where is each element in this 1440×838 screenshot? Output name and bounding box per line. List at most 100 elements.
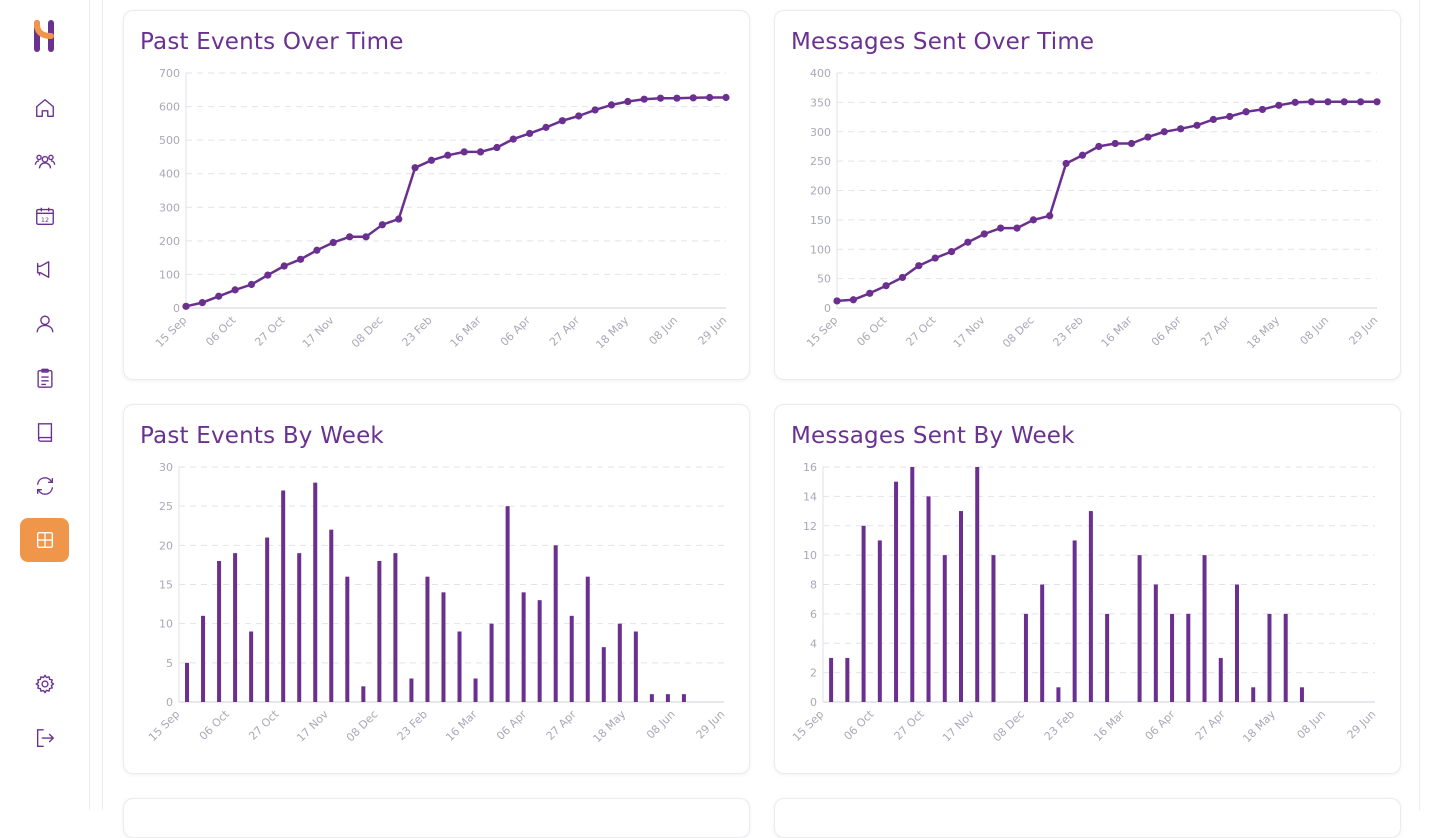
y-tick-label: 0 xyxy=(166,696,173,709)
x-tick-label: 08 Dec xyxy=(349,314,386,351)
data-point xyxy=(509,135,517,143)
x-tick-label: 06 Oct xyxy=(197,707,232,742)
x-tick-label: 08 Jun xyxy=(644,708,678,742)
bar xyxy=(665,694,670,702)
data-point xyxy=(1046,212,1054,220)
y-tick-label: 350 xyxy=(810,96,831,109)
data-point xyxy=(1373,98,1381,106)
x-tick-label: 29 Jun xyxy=(696,314,730,348)
data-point xyxy=(591,106,599,114)
x-tick-label: 23 Feb xyxy=(399,314,434,349)
sidebar-item-home[interactable] xyxy=(20,86,69,130)
bar xyxy=(313,482,318,702)
card-title: Past Events By Week xyxy=(140,423,384,449)
sidebar-item-sync[interactable] xyxy=(20,464,69,508)
data-point xyxy=(575,112,583,120)
data-point xyxy=(558,117,566,125)
x-tick-label: 06 Oct xyxy=(203,313,238,348)
data-point xyxy=(1029,216,1037,224)
bar xyxy=(297,553,302,702)
x-tick-label: 23 Feb xyxy=(1050,314,1085,349)
messages-sent-over-time-card: Messages Sent Over Time 0 50 100 150 200 250 3… xyxy=(774,10,1401,380)
sidebar-item-campaigns[interactable] xyxy=(20,248,69,292)
data-point xyxy=(1193,121,1201,129)
data-point xyxy=(231,286,239,294)
x-tick-label: 08 Jun xyxy=(646,314,680,348)
y-tick-label: 400 xyxy=(159,168,180,181)
messages-sent-by-week-card: Messages Sent By Week 0 2 4 6 8 10 12 14 16 15 Se… xyxy=(774,404,1401,774)
bar xyxy=(601,647,606,702)
x-tick-label: 16 Mar xyxy=(1099,313,1136,350)
sidebar-item-users[interactable] xyxy=(20,140,69,184)
data-point xyxy=(1291,98,1299,106)
data-point xyxy=(1095,142,1103,151)
y-tick-label: 25 xyxy=(159,500,173,513)
data-point xyxy=(362,233,370,241)
sidebar-item-logout[interactable] xyxy=(20,716,69,760)
data-point xyxy=(198,299,206,307)
bar xyxy=(217,561,222,702)
y-tick-label: 500 xyxy=(159,134,180,147)
bar xyxy=(441,592,446,702)
data-point xyxy=(1013,224,1021,232)
y-tick-label: 100 xyxy=(159,268,180,281)
data-point xyxy=(931,254,939,262)
data-point xyxy=(866,289,874,297)
x-tick-label: 29 Jun xyxy=(1345,708,1379,742)
bar xyxy=(505,506,510,702)
data-point xyxy=(411,164,419,172)
data-point xyxy=(526,129,534,138)
data-point xyxy=(215,292,223,300)
bar xyxy=(926,496,931,702)
home-icon xyxy=(35,99,54,117)
data-point xyxy=(1062,159,1070,168)
x-tick-label: 27 Apr xyxy=(547,313,582,348)
sidebar-item-profile[interactable] xyxy=(20,302,69,346)
bar xyxy=(633,631,638,702)
x-tick-label: 06 Apr xyxy=(1143,707,1178,742)
x-tick-label: 15 Sep xyxy=(153,314,189,350)
x-tick-label: 15 Sep xyxy=(804,314,840,350)
data-point xyxy=(493,143,501,152)
y-tick-label: 30 xyxy=(159,461,173,474)
data-point xyxy=(1209,115,1217,124)
app-logo[interactable] xyxy=(30,18,58,54)
x-tick-label: 18 May xyxy=(1240,707,1278,745)
bar xyxy=(345,576,350,702)
card-title: Messages Sent Over Time xyxy=(791,29,1095,55)
sidebar-item-settings[interactable] xyxy=(20,662,69,706)
y-tick-label: 100 xyxy=(810,243,831,256)
messages-sent-by-week-chart: 0 2 4 6 8 10 12 14 16 15 Sep 06 Oct 27 Oct 17 Nov 08 … xyxy=(790,461,1379,745)
data-point xyxy=(296,255,305,263)
bar xyxy=(1218,657,1223,702)
bar xyxy=(910,467,915,702)
y-tick-label: 400 xyxy=(810,67,831,80)
bar xyxy=(1251,687,1256,702)
x-tick-label: 27 Oct xyxy=(252,313,287,348)
gear-icon xyxy=(35,674,54,694)
sidebar-item-tasks[interactable] xyxy=(20,356,69,400)
y-tick-label: 16 xyxy=(803,461,817,474)
bar xyxy=(425,576,430,702)
sidebar-item-dashboard[interactable] xyxy=(20,518,69,562)
x-tick-label: 17 Nov xyxy=(294,707,331,744)
x-tick-label: 15 Sep xyxy=(146,708,182,744)
bar xyxy=(281,490,286,702)
card-title: Messages Sent By Week xyxy=(791,423,1075,449)
x-tick-label: 08 Dec xyxy=(344,708,381,745)
bar xyxy=(1137,555,1142,702)
sidebar-item-calendar[interactable]: 12 xyxy=(20,194,69,238)
sidebar-item-library[interactable] xyxy=(20,410,69,454)
grid-icon xyxy=(36,531,53,549)
bar xyxy=(569,615,574,702)
x-tick-label: 15 Sep xyxy=(790,708,826,744)
bar xyxy=(201,615,206,702)
y-tick-label: 10 xyxy=(803,549,817,562)
bar xyxy=(553,545,558,702)
data-point xyxy=(329,238,337,247)
data-point xyxy=(1275,101,1283,109)
past-events-over-time-chart: 0 100 200 300 400 500 600 700 15 Sep 06 Oct 27 Oct… xyxy=(153,67,730,351)
main-content: Past Events Over Time 0 100 200 300 400 500 60… xyxy=(102,0,1420,838)
y-tick-label: 250 xyxy=(810,155,831,168)
y-tick-label: 50 xyxy=(817,273,831,286)
